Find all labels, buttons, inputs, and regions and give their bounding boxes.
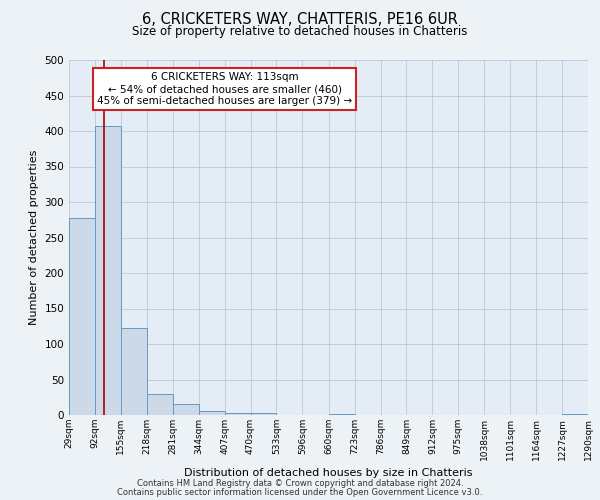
Bar [329,414,355,415]
Bar [224,413,251,415]
Bar [562,414,588,415]
Text: Contains HM Land Registry data © Crown copyright and database right 2024.: Contains HM Land Registry data © Crown c… [137,479,463,488]
Text: Size of property relative to detached houses in Chatteris: Size of property relative to detached ho… [133,25,467,38]
Bar [121,328,147,415]
Text: Contains public sector information licensed under the Open Government Licence v3: Contains public sector information licen… [118,488,482,497]
Bar [69,218,95,415]
Bar [95,126,121,415]
Y-axis label: Number of detached properties: Number of detached properties [29,150,39,325]
Text: 6, CRICKETERS WAY, CHATTERIS, PE16 6UR: 6, CRICKETERS WAY, CHATTERIS, PE16 6UR [142,12,458,28]
Text: 6 CRICKETERS WAY: 113sqm
← 54% of detached houses are smaller (460)
45% of semi-: 6 CRICKETERS WAY: 113sqm ← 54% of detach… [97,72,352,106]
X-axis label: Distribution of detached houses by size in Chatteris: Distribution of detached houses by size … [184,468,473,478]
Bar [173,404,199,415]
Bar [147,394,173,415]
Bar [199,412,224,415]
Bar [251,413,277,415]
